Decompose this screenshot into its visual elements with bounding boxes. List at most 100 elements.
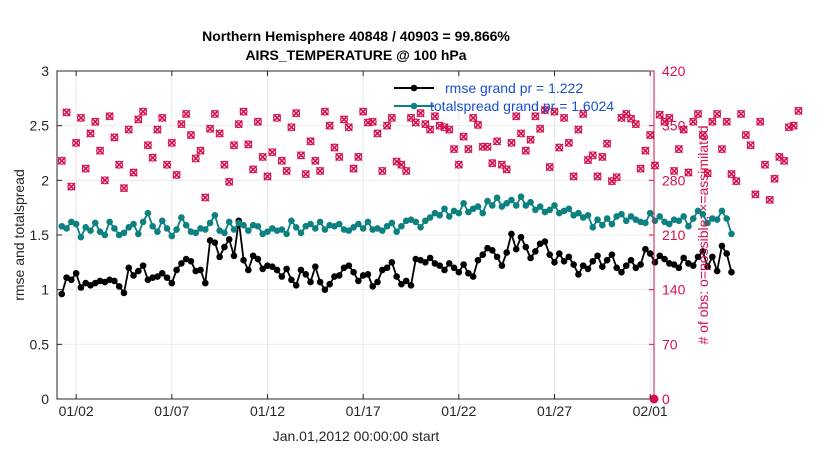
obs-assimilated-marker: [464, 144, 473, 154]
obs-marker: [268, 148, 277, 157]
obs-possible-marker: [210, 109, 219, 118]
obs-assimilated-marker: [655, 110, 664, 119]
obs-assimilated-marker: [244, 140, 253, 149]
obs-marker: [454, 160, 463, 169]
rmse-point: [584, 265, 592, 273]
obs-possible-marker: [569, 172, 578, 181]
totalspread-point: [565, 205, 573, 213]
rmse-point: [283, 265, 290, 273]
obs-possible-marker: [76, 113, 85, 122]
totalspread-point: [575, 209, 582, 217]
obs-possible-marker: [483, 142, 492, 151]
obs-marker: [105, 112, 114, 121]
obs-assimilated-marker: [531, 112, 540, 121]
obs-assimilated-marker: [669, 166, 679, 176]
totalspread-point: [359, 225, 367, 232]
obs-marker: [378, 166, 387, 176]
obs-assimilated-marker: [483, 142, 492, 151]
obs-assimilated-marker: [143, 141, 153, 150]
totalspread-point: [278, 226, 286, 233]
totalspread-point: [221, 229, 228, 237]
obs-marker: [201, 193, 210, 202]
totalspread-point: [728, 230, 735, 238]
totalspread-point: [594, 216, 601, 223]
obs-possible-marker: [244, 140, 253, 149]
rmse-point: [268, 263, 276, 271]
obs-assimilated-marker: [368, 117, 377, 126]
rmse-point: [436, 262, 443, 269]
x-axis-label: Jan.01,2012 00:00:00 start: [273, 428, 440, 444]
obs-marker: [612, 173, 621, 182]
obs-marker: [684, 168, 693, 177]
totalspread-point: [532, 206, 539, 214]
obs-possible-marker: [469, 113, 478, 122]
obs-assimilated-marker: [320, 107, 330, 116]
obs-assimilated-marker: [693, 109, 703, 119]
obs-assimilated-marker: [502, 165, 511, 174]
obs-marker: [158, 113, 167, 123]
obs-possible-marker: [497, 160, 506, 169]
obs-assimilated-marker: [153, 125, 162, 134]
obs-assimilated-marker: [177, 119, 186, 129]
obs-possible-marker: [531, 112, 540, 121]
obs-assimilated-marker: [378, 166, 387, 176]
obs-assimilated-marker: [57, 156, 66, 165]
obs-assimilated-marker: [512, 112, 521, 121]
rmse-point: [656, 252, 664, 260]
obs-possible-marker: [258, 152, 267, 161]
rmse-point: [335, 272, 343, 279]
rmse-point: [120, 289, 128, 297]
obs-possible-marker: [426, 125, 435, 134]
obs-possible-marker: [493, 137, 502, 146]
obs-assimilated-marker: [62, 108, 71, 117]
y-axis-label-right: # of obs: o=possible; ×=assimilated: [695, 125, 711, 344]
obs-possible-marker: [416, 109, 425, 118]
obs-marker: [263, 172, 272, 181]
obs-marker: [220, 160, 229, 169]
obs-assimilated-marker: [650, 161, 660, 170]
obs-possible-marker: [717, 145, 726, 154]
obs-marker: [387, 113, 397, 123]
obs-assimilated-marker: [335, 152, 344, 162]
obs-assimilated-marker: [277, 156, 286, 165]
obs-marker: [794, 106, 803, 115]
obs-assimilated-marker: [397, 160, 406, 169]
obs-assimilated-marker: [789, 121, 798, 130]
totalspread-point: [699, 210, 707, 218]
obs-possible-marker: [612, 173, 621, 182]
obs-assimilated-marker: [535, 124, 545, 133]
totalspread-point: [264, 228, 271, 236]
obs-marker: [110, 133, 119, 142]
obs-possible-marker: [96, 146, 105, 155]
obs-assimilated-marker: [158, 113, 167, 123]
rmse-point: [130, 272, 137, 279]
totalspread-point: [512, 202, 520, 209]
obs-assimilated-marker: [751, 190, 760, 199]
obs-marker: [205, 124, 215, 133]
totalspread-point: [101, 231, 109, 239]
rmse-point: [465, 269, 472, 277]
obs-assimilated-marker: [387, 113, 397, 123]
obs-assimilated-marker: [339, 115, 349, 124]
obs-assimilated-marker: [631, 119, 640, 129]
totalspread-point: [460, 199, 467, 207]
totalspread-point: [283, 230, 290, 238]
obs-marker: [148, 153, 157, 162]
obs-assimilated-marker: [287, 123, 296, 132]
obs-assimilated-marker: [373, 129, 382, 138]
obs-marker: [669, 166, 679, 176]
rmse-point: [139, 262, 147, 269]
obs-assimilated-marker: [545, 162, 554, 172]
totalspread-point: [584, 212, 592, 219]
obs-possible-marker: [229, 141, 238, 150]
obs-assimilated-marker: [741, 130, 751, 140]
x-tick-label: 01/12: [250, 403, 285, 419]
obs-assimilated-marker: [325, 121, 334, 130]
obs-possible-marker: [421, 120, 430, 129]
obs-marker: [138, 107, 148, 116]
obs-marker: [531, 112, 540, 121]
totalspread-point: [312, 225, 319, 232]
totalspread-point: [297, 229, 305, 237]
obs-possible-marker: [737, 109, 746, 118]
x-tick-label: 01/07: [154, 403, 189, 419]
